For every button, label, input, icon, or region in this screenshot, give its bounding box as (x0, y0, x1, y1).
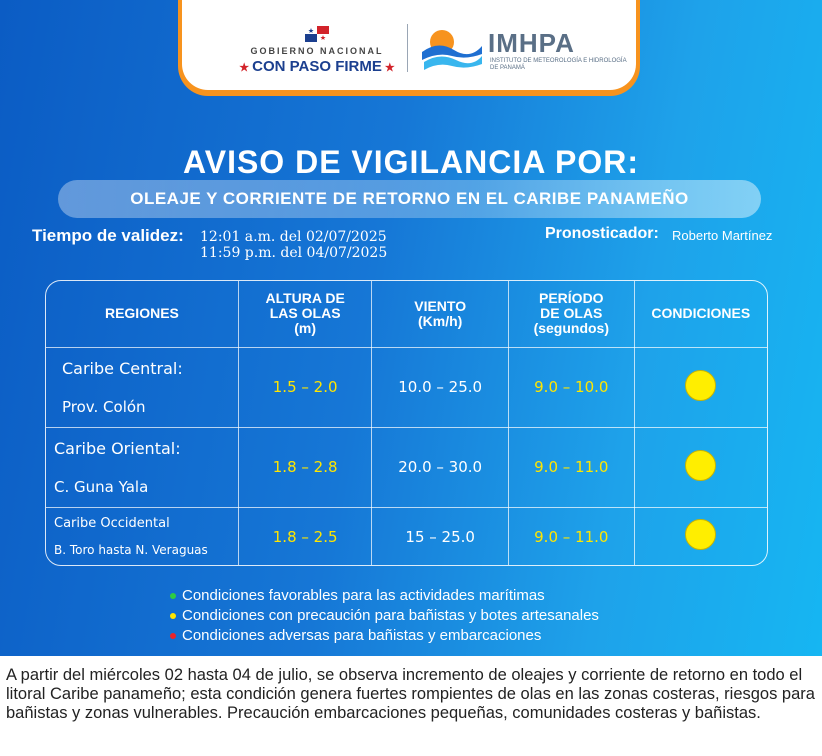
condition-cell (633, 426, 767, 509)
agency-name: IMHPA (488, 28, 575, 58)
header-divider (407, 24, 408, 72)
header-wave-height: ALTURA DE LAS OLAS (m) (237, 281, 373, 348)
page-title: AVISO DE VIGILANCIA POR: (182, 144, 640, 180)
validity-values: 12:01 a.m. del 02/07/2025 11:59 p.m. del… (200, 229, 387, 261)
header-wave-height-unit: (m) (294, 320, 317, 337)
validity-start: 12:01 a.m. del 02/07/2025 (200, 229, 387, 245)
conditions-table: REGIONES ALTURA DE LAS OLAS (m) VIENTO (… (45, 280, 768, 566)
wave-height-cell: 1.5 – 2.0 (237, 346, 373, 428)
header-period-unit: (segundos) (533, 320, 610, 337)
wave-period-cell: 9.0 – 10.0 (507, 346, 635, 428)
region-subarea: B. Toro hasta N. Veraguas (54, 543, 208, 558)
imhpa-logo-icon (422, 30, 482, 70)
gov-slogan: CON PASO FIRME (252, 58, 382, 75)
government-logo: GOBIERNO NACIONAL ★ CON PASO FIRME ★ (232, 26, 402, 75)
legend-item-adverse: Condiciones adversas para bañistas y emb… (170, 626, 599, 646)
header-wave-period: PERÍODO DE OLAS (segundos) (507, 281, 635, 348)
region-name: Caribe Occidental (54, 516, 170, 532)
condition-yellow-dot-icon (685, 369, 717, 401)
header-wind-line1: VIENTO (414, 297, 467, 314)
yellow-dot-icon (170, 613, 176, 619)
header-wave-height-line2: LAS OLAS (269, 305, 341, 322)
conditions-legend: Condiciones favorables para las activida… (170, 586, 599, 646)
gov-line2: ★ CON PASO FIRME ★ (232, 58, 402, 75)
header-wave-height-line1: ALTURA DE (265, 290, 345, 307)
region-cell: Caribe Oriental: C. Guna Yala (46, 426, 239, 509)
wind-cell: 10.0 – 25.0 (371, 346, 509, 428)
wave-period-cell: 9.0 – 11.0 (507, 426, 635, 509)
validity-end: 11:59 p.m. del 04/07/2025 (200, 245, 388, 261)
warning-poster: GOBIERNO NACIONAL ★ CON PASO FIRME ★ IMH… (0, 0, 822, 656)
region-subarea: C. Guna Yala (54, 477, 149, 496)
condition-cell (633, 507, 767, 565)
gov-line1: GOBIERNO NACIONAL (250, 46, 384, 56)
condition-yellow-dot-icon (685, 449, 717, 481)
wave-height-cell: 1.8 – 2.5 (237, 507, 373, 565)
legend-text: Condiciones con precaución para bañistas… (182, 607, 599, 624)
panama-flag-icon (305, 26, 329, 42)
region-cell: Caribe Occidental B. Toro hasta N. Verag… (46, 507, 239, 565)
legend-item-caution: Condiciones con precaución para bañistas… (170, 606, 599, 626)
header-regions: REGIONES (46, 281, 239, 348)
condition-cell (633, 346, 767, 428)
legend-text: Condiciones adversas para bañistas y emb… (182, 627, 542, 644)
region-subarea: Prov. Colón (62, 397, 146, 416)
wave-height-cell: 1.8 – 2.8 (237, 426, 373, 509)
region-cell: Caribe Central: Prov. Colón (46, 346, 239, 428)
red-dot-icon (170, 633, 176, 639)
agency-subtitle: INSTITUTO DE METEOROLOGÍA E HIDROLOGÍA D… (490, 58, 627, 71)
header-card (182, 0, 636, 90)
table-header-row: REGIONES ALTURA DE LAS OLAS (m) VIENTO (… (46, 281, 767, 348)
warning-description: A partir del miércoles 02 hasta 04 de ju… (6, 666, 815, 722)
region-name: Caribe Oriental: (54, 438, 181, 458)
star-icon: ★ (239, 62, 253, 74)
warning-subtitle: OLEAJE Y CORRIENTE DE RETORNO EN EL CARI… (58, 180, 761, 218)
table-row: Caribe Central: Prov. Colón 1.5 – 2.0 10… (46, 346, 767, 428)
wave-period-cell: 9.0 – 11.0 (507, 507, 635, 565)
forecaster-name: Roberto Martínez (672, 228, 773, 243)
wind-cell: 20.0 – 30.0 (371, 426, 509, 509)
region-name: Caribe Central: (62, 358, 183, 378)
header-conditions: CONDICIONES (633, 281, 767, 348)
header-period-line1: PERÍODO (539, 290, 604, 307)
table-row: Caribe Occidental B. Toro hasta N. Verag… (46, 507, 767, 565)
validity-label: Tiempo de validez: (32, 226, 184, 245)
legend-text: Condiciones favorables para las activida… (182, 587, 545, 604)
star-icon: ★ (381, 62, 395, 74)
header-wind: VIENTO (Km/h) (371, 281, 509, 348)
header-period-line2: DE OLAS (540, 305, 603, 322)
green-dot-icon (170, 593, 176, 599)
wind-cell: 15 – 25.0 (371, 507, 509, 565)
condition-yellow-dot-icon (685, 519, 717, 551)
table-row: Caribe Oriental: C. Guna Yala 1.8 – 2.8 … (46, 426, 767, 509)
header-wind-unit: (Km/h) (418, 312, 463, 329)
legend-item-favorable: Condiciones favorables para las activida… (170, 586, 599, 606)
forecaster-label: Pronosticador: (545, 225, 659, 242)
